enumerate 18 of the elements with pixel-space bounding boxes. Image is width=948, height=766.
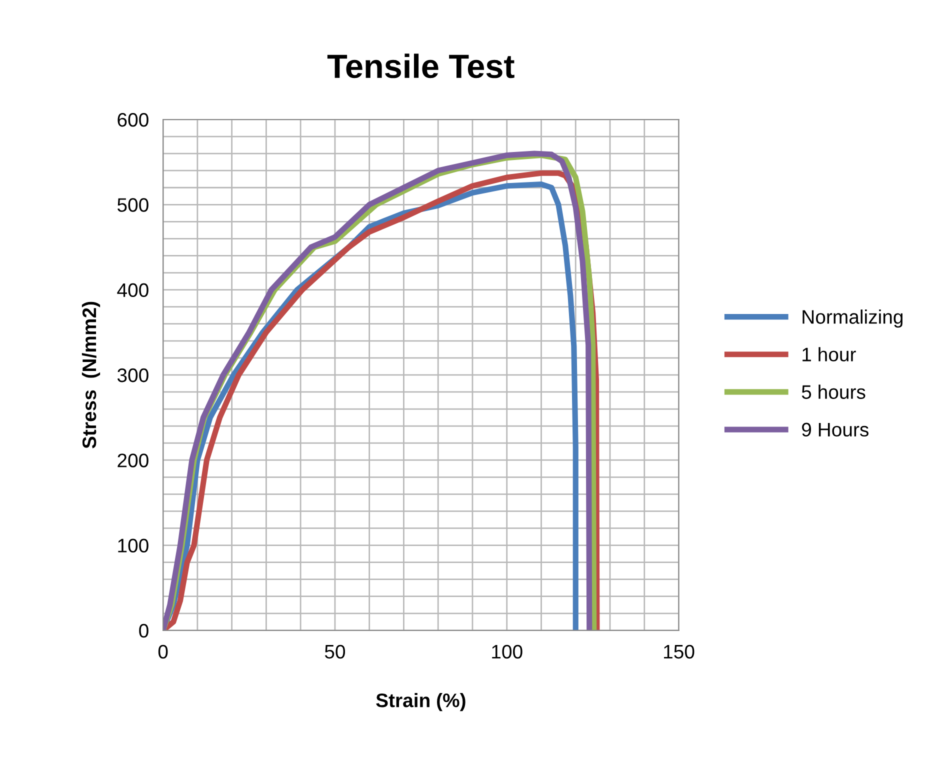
y-axis-title: Stress (N/mm2): [82, 302, 100, 448]
x-tick-label: 50: [324, 644, 346, 659]
legend-label: Normalizing: [802, 310, 902, 328]
y-tick-label: 0: [139, 624, 148, 638]
y-tick-label: 300: [117, 368, 148, 382]
legend-label: 5 hours: [802, 384, 866, 399]
y-tick-label: 400: [117, 283, 148, 298]
x-axis-title: Strain (%): [376, 692, 466, 712]
y-tick-label: 600: [118, 112, 148, 127]
legend-label: 9 Hours: [802, 422, 868, 437]
y-tick-label: 200: [118, 454, 148, 468]
x-tick-label: 100: [492, 644, 522, 659]
x-tick-label: 0: [158, 644, 168, 659]
y-tick-label: 500: [118, 198, 148, 212]
x-tick-label: 150: [664, 644, 694, 659]
legend-label: 1 hour: [802, 347, 856, 362]
y-tick-label: 100: [118, 538, 148, 552]
chart-title: Tensile Test: [327, 54, 514, 78]
